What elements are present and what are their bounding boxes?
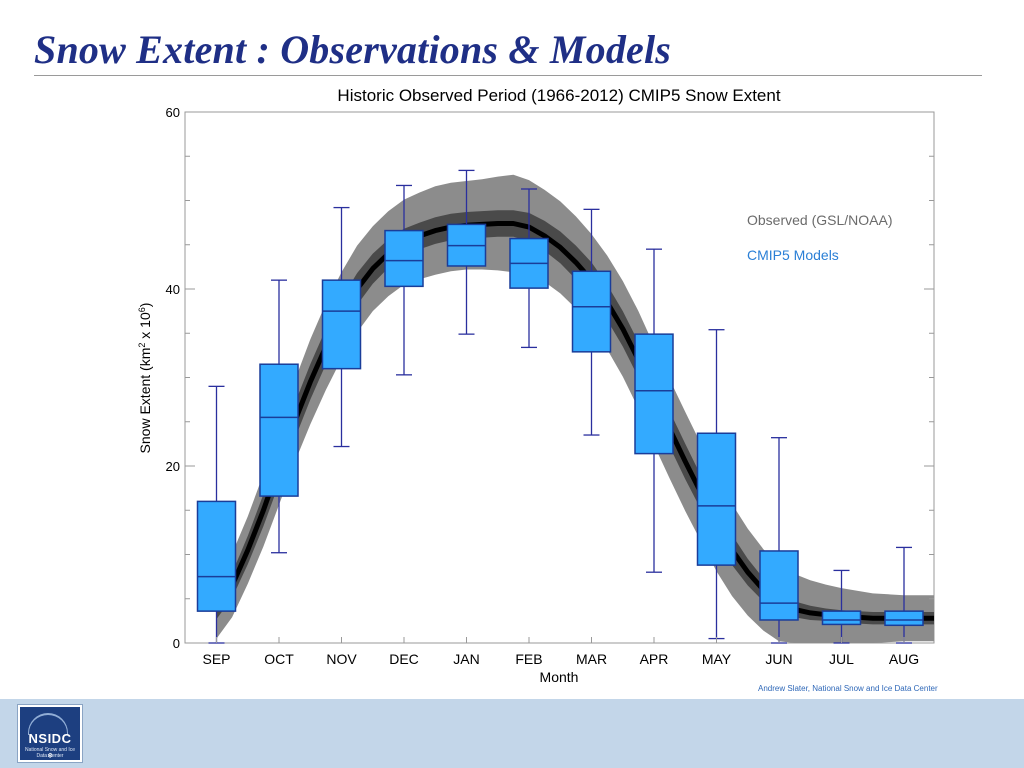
x-tick-label: DEC	[389, 651, 419, 667]
boxplot-sep	[196, 385, 237, 644]
y-tick-label: 40	[166, 282, 180, 297]
footer-band	[0, 699, 1024, 768]
box-iqr	[259, 363, 299, 497]
boxplot-apr	[634, 248, 674, 573]
box-iqr	[759, 550, 799, 621]
y-tick-label: 0	[173, 636, 180, 651]
box-iqr	[696, 432, 737, 566]
x-tick-label: JAN	[453, 651, 479, 667]
x-axis-label: Month	[540, 669, 579, 685]
y-axis-label: Snow Extent (km2 x 106)	[137, 303, 153, 454]
model-boxplots	[196, 169, 924, 644]
author-credit: Andrew Slater, National Snow and Ice Dat…	[758, 684, 938, 693]
boxplot-feb	[509, 188, 549, 349]
logo-subtext: National Snow and Ice Data Center	[24, 747, 76, 759]
box-iqr	[884, 610, 924, 627]
box-iqr	[571, 270, 612, 353]
x-tick-label: SEP	[202, 651, 230, 667]
snow-extent-chart: Historic Observed Period (1966-2012) CMI…	[137, 86, 935, 685]
y-tick-label: 20	[166, 459, 180, 474]
slide-title: Snow Extent : Observations & Models	[34, 27, 672, 72]
nsidc-logo: NSIDC National Snow and Ice Data Center …	[17, 704, 83, 763]
box-iqr	[821, 610, 862, 626]
legend-observed: Observed (GSL/NOAA)	[747, 212, 893, 228]
x-tick-label: MAR	[576, 651, 607, 667]
observed-outer-band	[216, 174, 934, 643]
box-iqr	[634, 333, 674, 455]
boxplot-jan	[446, 169, 487, 335]
observed-envelope	[214, 174, 934, 643]
y-tick-label: 60	[166, 105, 180, 120]
boxplot-dec	[384, 184, 424, 376]
legend-models: CMIP5 Models	[747, 247, 839, 263]
chart-title: Historic Observed Period (1966-2012) CMI…	[337, 86, 780, 105]
title-divider	[34, 75, 982, 76]
boxplot-nov	[321, 206, 362, 448]
logo-text: NSIDC	[28, 731, 72, 746]
box-iqr	[196, 500, 237, 612]
x-tick-label: MAY	[702, 651, 732, 667]
x-tick-label: JUN	[765, 651, 792, 667]
x-tick-label: APR	[640, 651, 669, 667]
x-tick-label: JUL	[829, 651, 854, 667]
snowflake-icon: ❄	[47, 753, 53, 760]
box-iqr	[321, 279, 362, 370]
x-tick-label: OCT	[264, 651, 294, 667]
box-iqr	[384, 229, 424, 288]
x-axis-ticks: SEP OCT NOV DEC JAN FEB MAR APR MAY JUN JUL AUG	[202, 637, 919, 667]
boxplot-jul	[821, 569, 862, 644]
boxplot-oct	[259, 279, 299, 554]
y-axis-ticks: 0 20 40 60	[166, 105, 934, 651]
boxplot-mar	[571, 208, 612, 436]
x-tick-label: NOV	[326, 651, 357, 667]
boxplot-may	[696, 329, 737, 640]
boxplot-jun	[759, 437, 799, 644]
x-tick-label: FEB	[515, 651, 542, 667]
x-tick-label: AUG	[889, 651, 919, 667]
